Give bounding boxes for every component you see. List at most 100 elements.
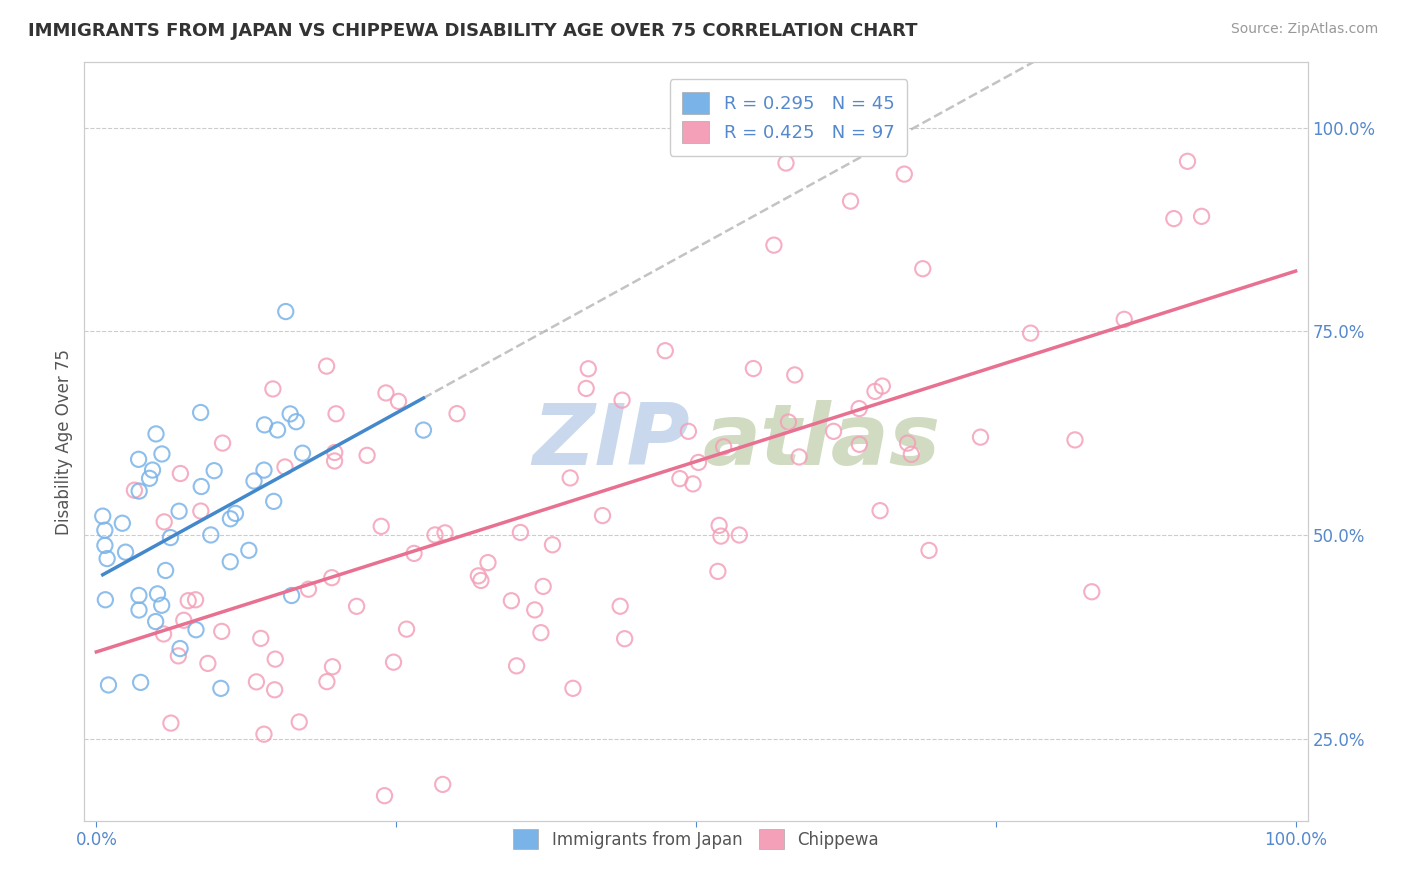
Point [209, 681, 232, 696]
Point [610, 393, 633, 408]
Point [173, 613, 195, 627]
Point [238, 543, 260, 558]
Point [128, 452, 150, 467]
Point [509, 525, 531, 540]
Point [146, 587, 169, 601]
Point [356, 448, 378, 462]
Point [190, 479, 212, 493]
Point [266, 423, 288, 437]
Point [654, 343, 676, 358]
Point [839, 194, 862, 209]
Point [848, 437, 870, 451]
Point [138, 471, 160, 485]
Point [713, 440, 735, 454]
Point [787, 450, 810, 464]
Point [541, 538, 564, 552]
Point [219, 555, 242, 569]
Point [560, 471, 582, 485]
Point [202, 464, 225, 478]
Point [200, 528, 222, 542]
Point [150, 447, 173, 461]
Point [1064, 433, 1087, 447]
Point [264, 652, 287, 666]
Point [291, 446, 314, 460]
Point [128, 484, 150, 499]
Point [94, 592, 117, 607]
Point [190, 504, 212, 518]
Point [1177, 154, 1199, 169]
Point [94, 523, 117, 537]
Point [446, 407, 468, 421]
Point [678, 425, 700, 439]
Point [863, 384, 886, 399]
Point [321, 659, 343, 673]
Point [575, 381, 598, 395]
Point [682, 476, 704, 491]
Point [911, 261, 934, 276]
Point [167, 504, 190, 518]
Point [1081, 584, 1104, 599]
Point [297, 582, 319, 597]
Point [467, 569, 489, 583]
Point [387, 394, 409, 409]
Point [253, 463, 276, 477]
Point [325, 407, 347, 421]
Point [728, 528, 751, 542]
Point [477, 556, 499, 570]
Point [159, 531, 181, 545]
Point [710, 529, 733, 543]
Point [224, 507, 246, 521]
Point [1114, 312, 1136, 326]
Point [576, 361, 599, 376]
Point [707, 518, 730, 533]
Point [323, 445, 346, 459]
Point [243, 474, 266, 488]
Point [707, 565, 730, 579]
Y-axis label: Disability Age Over 75: Disability Age Over 75 [55, 349, 73, 534]
Point [669, 472, 692, 486]
Point [111, 516, 134, 531]
Point [900, 447, 922, 461]
Point [97, 678, 120, 692]
Point [869, 504, 891, 518]
Point [346, 599, 368, 614]
Point [613, 632, 636, 646]
Point [262, 382, 284, 396]
Point [470, 574, 492, 588]
Point [592, 508, 614, 523]
Point [177, 593, 200, 607]
Point [184, 623, 207, 637]
Point [169, 641, 191, 656]
Point [969, 430, 991, 444]
Point [315, 359, 337, 373]
Point [124, 483, 146, 498]
Point [263, 682, 285, 697]
Point [316, 674, 339, 689]
Point [412, 423, 434, 437]
Point [190, 405, 212, 419]
Point [145, 426, 167, 441]
Point [775, 156, 797, 170]
Point [872, 379, 894, 393]
Point [274, 304, 297, 318]
Point [402, 546, 425, 560]
Legend: Immigrants from Japan, Chippewa: Immigrants from Japan, Chippewa [505, 821, 887, 858]
Point [263, 494, 285, 508]
Point [274, 460, 297, 475]
Point [918, 543, 941, 558]
Point [531, 579, 554, 593]
Point [395, 622, 418, 636]
Point [423, 528, 446, 542]
Point [96, 551, 118, 566]
Point [501, 593, 523, 607]
Point [169, 467, 191, 481]
Point [1191, 210, 1213, 224]
Text: Source: ZipAtlas.com: Source: ZipAtlas.com [1230, 22, 1378, 37]
Point [523, 603, 546, 617]
Point [783, 368, 806, 382]
Point [505, 658, 527, 673]
Point [114, 545, 136, 559]
Point [245, 674, 267, 689]
Point [893, 167, 915, 181]
Point [382, 655, 405, 669]
